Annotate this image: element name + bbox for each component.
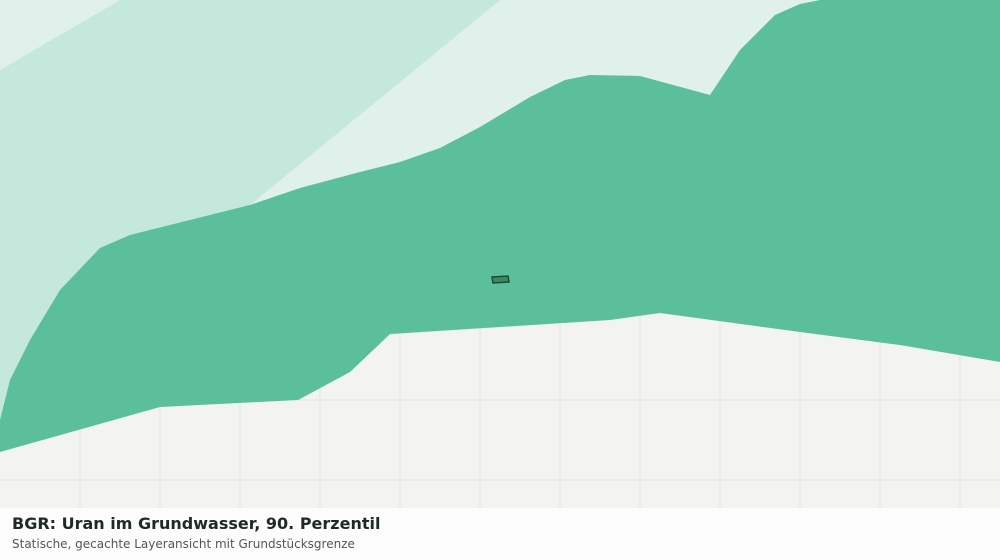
mid-zone	[0, 0, 500, 420]
map-title: BGR: Uran im Grundwasser, 90. Perzentil	[12, 514, 381, 533]
low-zone-corner	[0, 0, 120, 70]
map	[0, 0, 1000, 508]
parcel-boundary	[491, 275, 510, 284]
map-subtitle: Statische, gecachte Layeransicht mit Gru…	[12, 537, 355, 551]
caption-bar	[0, 508, 1000, 560]
high-zone	[0, 0, 1000, 452]
